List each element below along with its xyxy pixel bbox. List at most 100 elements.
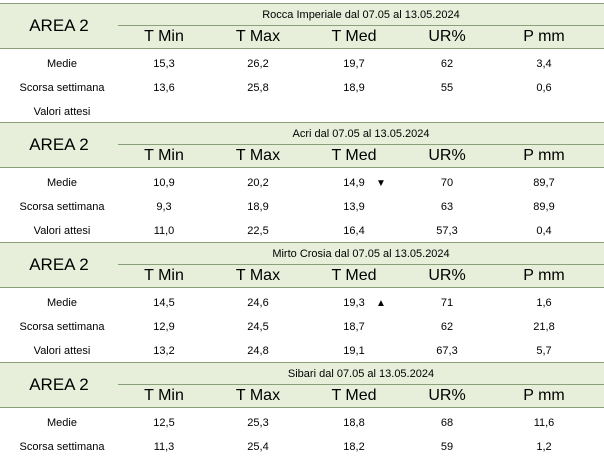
station-title: Acri dal 07.05 al 13.05.2024 [118, 122, 604, 145]
table-cell: 1,2 [536, 441, 552, 453]
station-title: Mirto Crosia dal 07.05 al 13.05.2024 [118, 242, 604, 265]
row-label: Valori attesi [33, 106, 91, 118]
table-row: Medie 10,9 20,2 14,9 70 89,7 ▼ [0, 172, 604, 195]
table-cell: 70 [440, 177, 454, 189]
column-header-row: T Min T Max T Med UR% P mm [118, 26, 604, 49]
column-header: T Min [144, 28, 184, 45]
table-cell: 67,3 [436, 345, 458, 357]
row-label: Medie [47, 58, 77, 70]
table-cell: 18,9 [343, 82, 365, 94]
table-row: Medie 15,3 26,2 19,7 62 3,4 [0, 53, 604, 76]
table-cell: 13,6 [153, 82, 175, 94]
table-row: Valori attesi 13,2 24,8 19,1 67,3 5,7 [0, 340, 604, 363]
column-header: UR% [428, 28, 466, 45]
column-header: UR% [428, 387, 466, 404]
table-cell: 11,6 [533, 417, 555, 429]
column-header-row: T Min T Max T Med UR% P mm [118, 385, 604, 408]
column-header: T Min [144, 147, 184, 164]
table-cell: 15,3 [153, 58, 175, 70]
row-label: Medie [47, 297, 77, 309]
table-cell: 10,9 [153, 177, 175, 189]
row-label: Scorsa settimana [19, 82, 105, 94]
table-cell: 3,4 [536, 58, 552, 70]
column-header: UR% [428, 147, 466, 164]
column-header: T Max [235, 28, 281, 45]
table-cell: 62 [440, 58, 454, 70]
table-cell: 18,8 [343, 417, 365, 429]
station-title: Rocca Imperiale dal 07.05 al 13.05.2024 [118, 3, 604, 26]
table-row: Scorsa settimana 11,3 25,4 18,2 59 1,2 [0, 436, 604, 459]
row-label: Scorsa settimana [19, 201, 105, 213]
trend-down-icon: ▼ [376, 178, 386, 189]
table-cell: 12,5 [153, 417, 175, 429]
table-cell: 14,9 [343, 177, 365, 189]
table-cell: 9,3 [156, 201, 172, 213]
table-cell: 5,7 [536, 345, 552, 357]
row-label: Scorsa settimana [19, 441, 105, 453]
table-cell: 13,9 [343, 201, 365, 213]
table-cell: 57,3 [436, 225, 458, 237]
area-label: AREA 2 [0, 362, 118, 408]
table-row: Medie 12,5 25,3 18,8 68 11,6 [0, 412, 604, 435]
column-header: T Med [331, 267, 377, 284]
table-cell: 1,6 [536, 297, 552, 309]
table-cell: 12,9 [153, 321, 175, 333]
column-header: P mm [523, 28, 565, 45]
column-header: UR% [428, 267, 466, 284]
table-cell: 25,8 [247, 82, 269, 94]
table-cell: 14,5 [153, 297, 175, 309]
station-title: Sibari dal 07.05 al 13.05.2024 [118, 362, 604, 385]
table-cell: 20,2 [247, 177, 269, 189]
station-block: AREA 2 Sibari dal 07.05 al 13.05.2024 T Mi… [0, 362, 604, 457]
table-cell: 24,5 [247, 321, 269, 333]
table-cell: 0,4 [536, 225, 552, 237]
column-header: T Med [331, 147, 377, 164]
table-row: Valori attesi 11,0 22,5 16,4 57,3 0,4 [0, 220, 604, 243]
column-header: T Med [331, 387, 377, 404]
column-header: T Max [235, 267, 281, 284]
station-block: AREA 2 Mirto Crosia dal 07.05 al 13.05.20… [0, 242, 604, 360]
table-row: Valori attesi [0, 101, 604, 124]
table-cell: 18,7 [343, 321, 365, 333]
trend-up-icon: ▲ [376, 298, 386, 309]
column-header: T Min [144, 387, 184, 404]
area-label: AREA 2 [0, 122, 118, 168]
column-header: P mm [523, 267, 565, 284]
table-cell: 63 [440, 201, 454, 213]
table-cell: 26,2 [247, 58, 269, 70]
area-label: AREA 2 [0, 3, 118, 49]
table-cell: 19,7 [343, 58, 365, 70]
table-cell: 18,2 [343, 441, 365, 453]
row-label: Scorsa settimana [19, 321, 105, 333]
column-header: T Med [331, 28, 377, 45]
station-block: AREA 2 Rocca Imperiale dal 07.05 al 13.05… [0, 3, 604, 121]
column-header-row: T Min T Max T Med UR% P mm [118, 145, 604, 168]
table-cell: 13,2 [153, 345, 175, 357]
table-cell: 18,9 [247, 201, 269, 213]
table-cell: 62 [440, 321, 454, 333]
table-cell: 55 [440, 82, 454, 94]
table-cell: 11,0 [153, 225, 175, 237]
table-cell: 68 [440, 417, 454, 429]
row-label: Valori attesi [33, 225, 91, 237]
table-cell: 89,7 [533, 177, 555, 189]
table-cell: 16,4 [343, 225, 365, 237]
column-header: T Min [144, 267, 184, 284]
table-cell: 24,6 [247, 297, 269, 309]
column-header: P mm [523, 147, 565, 164]
column-header: P mm [523, 387, 565, 404]
area-label: AREA 2 [0, 242, 118, 288]
table-cell: 24,8 [247, 345, 269, 357]
table-cell: 59 [440, 441, 454, 453]
table-cell: 0,6 [536, 82, 552, 94]
table-cell: 21,8 [533, 321, 555, 333]
row-label: Medie [47, 417, 77, 429]
table-cell: 71 [440, 297, 454, 309]
table-cell: 89,9 [533, 201, 555, 213]
table-row: Scorsa settimana 12,9 24,5 18,7 62 21,8 [0, 316, 604, 339]
station-block: AREA 2 Acri dal 07.05 al 13.05.2024 T Min T… [0, 122, 604, 240]
table-cell: 19,3 [343, 297, 365, 309]
table-cell: 11,3 [153, 441, 175, 453]
table-cell: 25,4 [247, 441, 269, 453]
table-cell: 25,3 [247, 417, 269, 429]
